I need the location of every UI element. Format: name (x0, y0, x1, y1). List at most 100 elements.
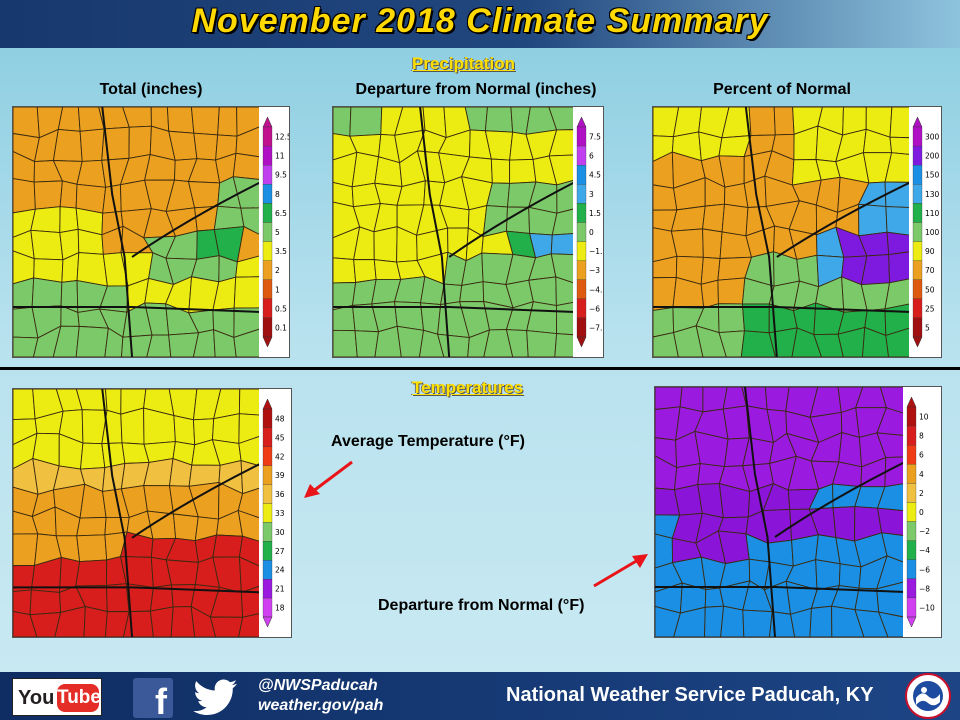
county-cell (490, 158, 511, 184)
county-cell (52, 325, 80, 357)
legend-cap (262, 398, 273, 410)
legend-cap (906, 396, 917, 408)
county-cell (653, 332, 679, 357)
legend-label: 3 (589, 190, 594, 199)
legend-label: 0.5 (275, 304, 287, 313)
county-cell (349, 107, 383, 137)
color-legend: 10 8 6 4 2 0 −2 −4 −6 −8 −10 (903, 387, 941, 637)
legend-swatch (576, 298, 587, 319)
county-cell (700, 279, 719, 309)
legend-swatch (262, 145, 273, 166)
county-cell (809, 605, 833, 637)
county-cell (419, 329, 445, 357)
county-cell (838, 563, 862, 589)
county-cell (13, 589, 32, 616)
caption-precip-total: Total (inches) (99, 81, 203, 98)
legend-swatch (912, 222, 923, 242)
legend-swatch (262, 427, 273, 447)
county-cell (212, 534, 244, 558)
county-cell (31, 277, 63, 308)
county-cell (742, 609, 773, 637)
legend-label: −6 (919, 565, 930, 574)
county-cell (238, 612, 261, 637)
county-cell (13, 107, 40, 139)
county-cell (551, 208, 575, 236)
legend-label: −10 (919, 603, 935, 612)
county-cell (881, 532, 905, 564)
state-boundary (653, 306, 911, 313)
legend-swatch (262, 203, 273, 223)
social-handles: @NWSPaducah weather.gov/pah (258, 676, 383, 716)
legend-swatch (906, 597, 917, 618)
county-cell (237, 509, 261, 543)
color-legend: 48 45 42 39 36 33 30 27 24 21 18 (259, 389, 291, 637)
legend-swatch (576, 260, 587, 280)
county-cell (717, 277, 746, 305)
legend-cap (576, 336, 587, 348)
legend-label: 100 (925, 228, 940, 237)
website-link[interactable]: weather.gov/pah (258, 697, 384, 714)
map-image (333, 107, 575, 357)
legend-label: 4.5 (589, 171, 601, 180)
county-cell (240, 585, 261, 618)
county-cell (721, 203, 749, 237)
legend-label: 5 (275, 228, 280, 237)
county-cell (193, 132, 219, 161)
legend-swatch (912, 184, 923, 204)
state-boundary (131, 462, 261, 539)
legend-label: 150 (925, 171, 940, 180)
temp-average-map: 48 45 42 39 36 33 30 27 24 21 18 (12, 388, 292, 638)
legend-label: 50 (925, 285, 935, 294)
legend-label: −8 (919, 584, 930, 593)
county-cell (146, 334, 172, 357)
county-cell (884, 278, 911, 310)
county-cell (655, 387, 683, 410)
county-cell (483, 329, 514, 357)
twitter-handle[interactable]: @NWSPaducah (258, 677, 378, 694)
legend-label: −4.5 (589, 285, 603, 294)
county-cell (209, 616, 244, 637)
county-cell (13, 533, 39, 567)
county-cell (838, 431, 863, 468)
county-cell (837, 326, 866, 357)
county-cell (695, 325, 727, 357)
legend-swatch (906, 540, 917, 560)
county-cell (555, 276, 575, 307)
county-cell (238, 413, 261, 445)
county-cell (554, 333, 575, 357)
legend-swatch (906, 445, 917, 465)
county-cell (886, 231, 911, 256)
county-cell (773, 107, 795, 136)
facebook-icon[interactable]: f (133, 678, 173, 718)
caption-precip-departure: Departure from Normal (inches) (355, 81, 597, 98)
county-cell (884, 181, 911, 208)
state-boundary (655, 586, 905, 593)
legend-label: 2 (275, 266, 280, 275)
county-cell (238, 556, 261, 594)
legend-swatch (262, 260, 273, 280)
county-cell (748, 107, 776, 137)
county-cell (878, 611, 905, 637)
county-cell (354, 330, 380, 357)
county-cell (238, 389, 261, 416)
state-boundary (448, 181, 575, 258)
county-cell (718, 330, 745, 357)
legend-label: 8 (275, 190, 280, 199)
county-cell (233, 276, 261, 309)
youtube-icon[interactable]: You Tube (12, 678, 102, 716)
legend-label: 200 (925, 152, 940, 161)
legend-cap (912, 336, 923, 348)
state-boundary (13, 586, 261, 594)
state-boundary (776, 181, 911, 258)
county-cell (655, 533, 673, 569)
county-cell (506, 206, 531, 234)
twitter-icon[interactable] (193, 678, 239, 718)
county-cell (670, 205, 706, 232)
county-cell (769, 611, 796, 637)
county-cell (54, 605, 86, 637)
legend-swatch (262, 222, 273, 242)
county-cell (238, 435, 261, 467)
county-cell (790, 607, 812, 637)
county-cell (76, 516, 107, 537)
legend-swatch (262, 298, 273, 319)
